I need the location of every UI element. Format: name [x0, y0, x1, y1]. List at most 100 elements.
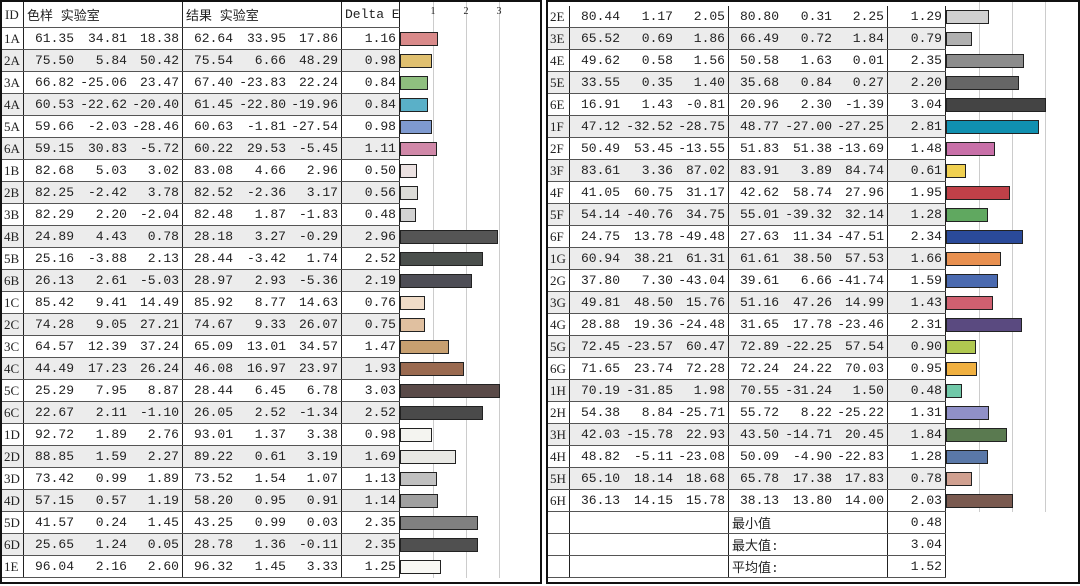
sample-a: 0.69: [641, 31, 673, 46]
result-l: 38.13: [739, 493, 779, 508]
sample-b: 18.68: [676, 468, 729, 489]
table-row: 3G 49.81 48.50 15.76 51.16 47.26 14.99 1.43: [548, 292, 946, 314]
result-l: 73.52: [193, 471, 233, 486]
sample-a: 17.23: [87, 361, 127, 376]
sample-a: 3.36: [641, 163, 673, 178]
result-b: 84.74: [835, 160, 888, 181]
patch-id: 5E: [548, 72, 570, 93]
sample-b: 34.75: [676, 204, 729, 225]
patch-id: 5G: [548, 336, 570, 357]
result-b: -27.25: [835, 116, 888, 137]
result-a: -22.80: [239, 97, 286, 112]
sample-a: 0.24: [95, 515, 127, 530]
table-row: 1G 60.94 38.21 61.31 61.61 38.50 57.53 1.66: [548, 248, 946, 270]
delta-e-value: 1.69: [342, 446, 400, 467]
result-b: -1.39: [835, 94, 888, 115]
patch-id: 2D: [2, 446, 24, 467]
delta-e-bar: [946, 406, 990, 420]
patch-id: 3G: [548, 292, 570, 313]
table-row: 2G 37.80 7.30 -43.04 39.61 6.66 -41.74 1.59: [548, 270, 946, 292]
sample-l: 66.82: [34, 75, 74, 90]
patch-id: 1C: [2, 292, 24, 313]
sample-a: 60.75: [633, 185, 673, 200]
delta-e-bar: [400, 340, 449, 354]
sample-b: -23.08: [676, 446, 729, 467]
delta-e-value: 1.28: [888, 446, 946, 467]
result-l: 82.52: [193, 185, 233, 200]
table-row: 2E 80.44 1.17 2.05 80.80 0.31 2.25 1.29: [548, 6, 946, 28]
patch-id: 5H: [548, 468, 570, 489]
sample-b: 0.78: [130, 226, 183, 247]
delta-e-value: 1.84: [888, 424, 946, 445]
sample-a: -25.06: [80, 75, 127, 90]
sample-a: 9.41: [95, 295, 127, 310]
sample-b: 87.02: [676, 160, 729, 181]
table-row: 3A 66.82 -25.06 23.47 67.40 -23.83 22.24 0.84: [2, 72, 400, 94]
sample-l: 72.45: [580, 339, 620, 354]
delta-e-value: 1.29: [888, 6, 946, 27]
delta-e-bar: [946, 472, 972, 486]
delta-e-bar: [400, 560, 442, 574]
header-result: 结果 实验室: [183, 2, 342, 27]
result-l: 89.22: [193, 449, 233, 464]
delta-e-value: 0.98: [342, 50, 400, 71]
sample-b: 3.02: [130, 160, 183, 181]
sample-a: 5.03: [95, 163, 127, 178]
result-l: 42.62: [739, 185, 779, 200]
result-a: -23.83: [239, 75, 286, 90]
delta-e-bar: [400, 274, 473, 288]
result-a: -31.24: [785, 383, 832, 398]
sample-l: 59.66: [34, 119, 74, 134]
result-l: 39.61: [739, 273, 779, 288]
sample-a: -2.42: [87, 185, 127, 200]
sample-a: 1.43: [641, 97, 673, 112]
result-a: 9.33: [254, 317, 286, 332]
result-a: 16.97: [246, 361, 286, 376]
delta-e-bar: [400, 142, 437, 156]
sample-b: -1.10: [130, 402, 183, 423]
delta-e-bar: [400, 252, 484, 266]
table-row: 6E 16.91 1.43 -0.81 20.96 2.30 -1.39 3.04: [548, 94, 946, 116]
sample-b: 72.28: [676, 358, 729, 379]
sample-a: -23.57: [626, 339, 673, 354]
result-l: 28.44: [193, 383, 233, 398]
sample-l: 42.03: [580, 427, 620, 442]
sample-b: 37.24: [130, 336, 183, 357]
delta-e-value: 0.50: [342, 160, 400, 181]
delta-e-bar-chart: [946, 2, 1078, 512]
table-row: 1E 96.04 2.16 2.60 96.32 1.45 3.33 1.25: [2, 556, 400, 578]
patch-id: 2A: [2, 50, 24, 71]
sample-l: 82.68: [34, 163, 74, 178]
right-table-panel: 2E 80.44 1.17 2.05 80.80 0.31 2.25 1.29 3E 65.52 0…: [546, 0, 1080, 584]
result-b: 27.96: [835, 182, 888, 203]
delta-e-value: 1.25: [342, 556, 400, 577]
delta-e-bar: [946, 186, 1011, 200]
delta-e-bar: [946, 384, 962, 398]
summary-id-cell: [548, 534, 570, 555]
gridline: [1045, 2, 1046, 512]
sample-l: 37.80: [580, 273, 620, 288]
result-b: 14.63: [289, 292, 342, 313]
sample-l: 65.52: [580, 31, 620, 46]
result-l: 61.45: [193, 97, 233, 112]
table-row: 3F 83.61 3.36 87.02 83.91 3.89 84.74 0.61: [548, 160, 946, 182]
sample-a: 1.17: [641, 9, 673, 24]
sample-a: 7.30: [641, 273, 673, 288]
result-l: 61.61: [739, 251, 779, 266]
sample-a: 0.58: [641, 53, 673, 68]
delta-e-value: 1.31: [888, 402, 946, 423]
sample-l: 50.49: [580, 141, 620, 156]
sample-l: 60.94: [580, 251, 620, 266]
sample-l: 71.65: [580, 361, 620, 376]
table-row: 6H 36.13 14.15 15.78 38.13 13.80 14.00 2.03: [548, 490, 946, 512]
result-b: 14.00: [835, 490, 888, 511]
delta-e-bar: [946, 98, 1047, 112]
result-a: 1.36: [254, 537, 286, 552]
sample-l: 60.53: [34, 97, 74, 112]
table-row: 1A 61.35 34.81 18.38 62.64 33.95 17.86 1.16: [2, 28, 400, 50]
result-l: 60.63: [193, 119, 233, 134]
result-a: 4.66: [254, 163, 286, 178]
sample-l: 28.88: [580, 317, 620, 332]
patch-id: 1E: [2, 556, 24, 577]
sample-a: -2.03: [87, 119, 127, 134]
